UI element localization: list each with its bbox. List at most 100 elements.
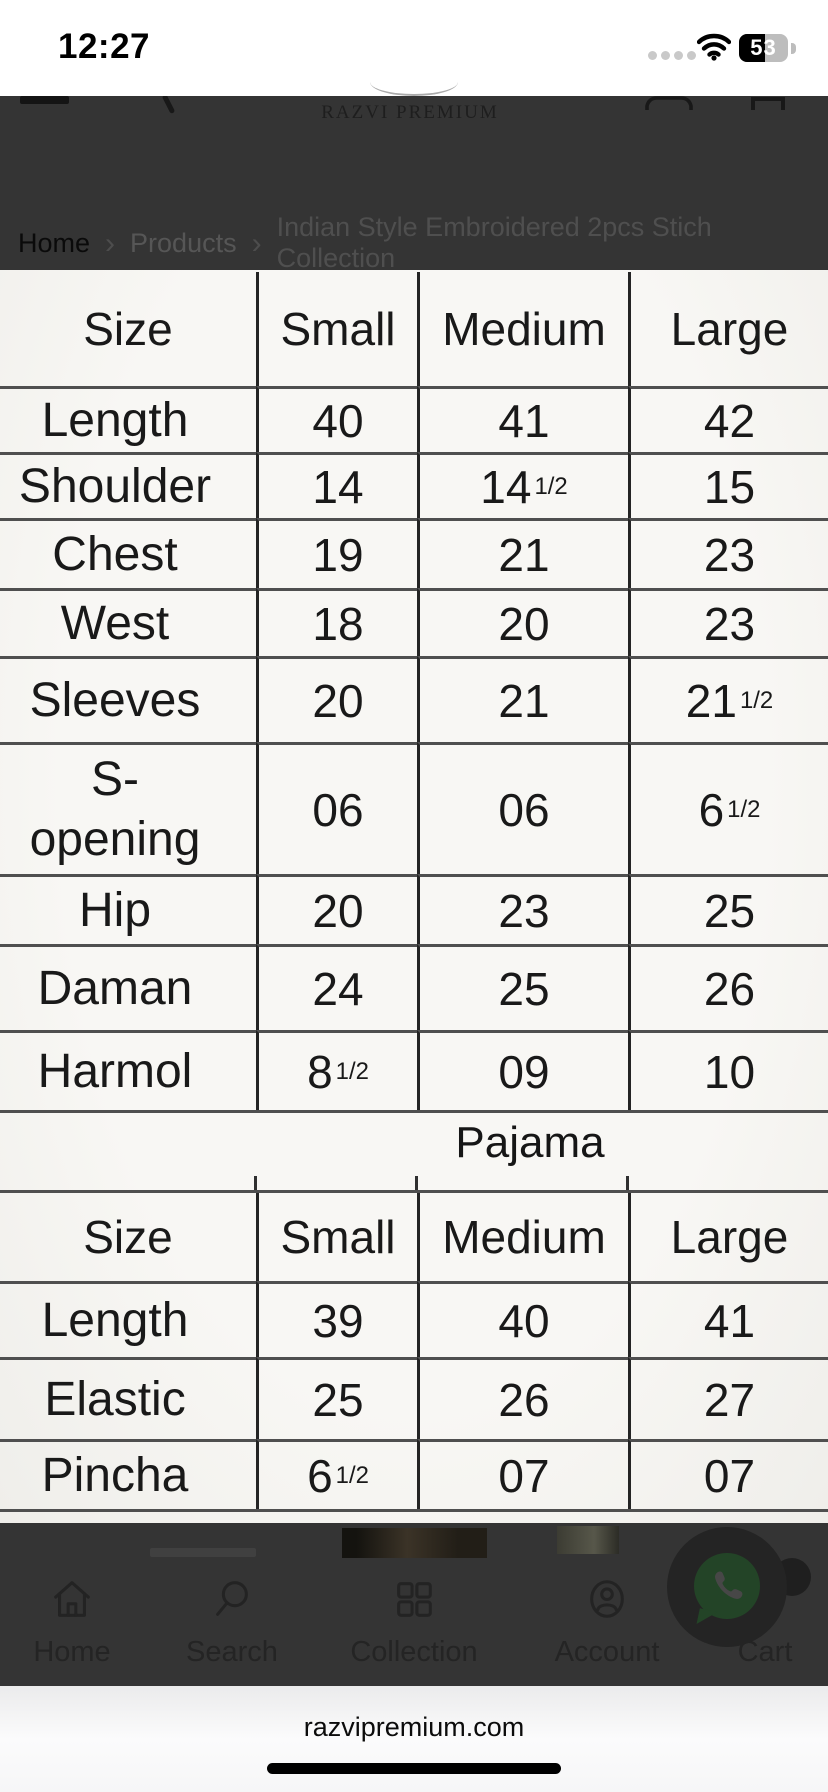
cell-value: 21 xyxy=(417,656,628,742)
phone-icon xyxy=(715,1571,743,1599)
cell-value: 6 1/2 xyxy=(256,1439,417,1509)
cell-value: 20 xyxy=(417,588,628,656)
account-icon xyxy=(590,1580,624,1618)
browser-bottom-bar xyxy=(0,1686,828,1792)
brand-logo-swoosh xyxy=(370,68,458,96)
wifi-icon xyxy=(697,33,731,61)
breadcrumb-products[interactable]: Products xyxy=(130,227,237,258)
nav-label: Search xyxy=(186,1636,278,1668)
whatsapp-icon[interactable] xyxy=(694,1553,760,1619)
battery-percent: 53 xyxy=(750,35,777,60)
cell-value: 40 xyxy=(417,1281,628,1357)
row-label: S- opening xyxy=(0,742,256,874)
shopping-bag-icon[interactable] xyxy=(645,96,693,110)
kurta-size-table: Size Small Medium Large Length 40 41 42 Shoulder… xyxy=(0,272,828,1113)
cellular-signal-icon xyxy=(661,51,670,60)
cell-value: 26 xyxy=(628,944,828,1030)
cell-value: 26 xyxy=(417,1357,628,1439)
cell-value: 09 xyxy=(417,1030,628,1110)
cell-value: 19 xyxy=(256,518,417,588)
home-icon xyxy=(54,1581,90,1617)
nav-item-account[interactable]: Account xyxy=(532,1576,682,1669)
cell-value: 41 xyxy=(628,1281,828,1357)
row-label: Harmol xyxy=(0,1030,256,1110)
row-label: Length xyxy=(0,1281,256,1357)
row-label: Pincha xyxy=(0,1439,256,1509)
pajama-heading: Pajama xyxy=(455,1118,605,1167)
row-label: Sleeves xyxy=(0,656,256,742)
cell-value: 10 xyxy=(628,1030,828,1110)
cell-value: 14 xyxy=(256,452,417,518)
cart-box-icon[interactable] xyxy=(750,96,786,110)
hamburger-menu-icon[interactable] xyxy=(20,96,69,104)
breadcrumb-current-page: Indian Style Embroidered 2pcs Stich Coll… xyxy=(276,212,712,273)
column-header: Medium xyxy=(417,1193,628,1281)
row-label: Shoulder xyxy=(0,452,256,518)
cellular-signal-icon xyxy=(674,51,683,60)
cellular-signal-icon xyxy=(687,51,696,60)
cell-value: 27 xyxy=(628,1357,828,1439)
cellular-signal-icon xyxy=(648,51,657,60)
table-border-stub xyxy=(254,1176,257,1190)
column-header: Large xyxy=(628,1193,828,1281)
search-icon xyxy=(216,1581,248,1616)
cell-value: 07 xyxy=(417,1439,628,1509)
battery-fill xyxy=(739,34,765,62)
nav-item-collection[interactable]: Collection xyxy=(339,1576,489,1669)
dimmed-variant-text xyxy=(150,1548,256,1557)
cell-value: 39 xyxy=(256,1281,417,1357)
breadcrumb: Home › Products › Indian Style Embroider… xyxy=(18,212,828,274)
chevron-right-icon: › xyxy=(105,226,116,260)
cell-value: 21 xyxy=(417,518,628,588)
cell-value: 25 xyxy=(417,944,628,1030)
row-label: Chest xyxy=(0,518,256,588)
nav-item-home[interactable]: Home xyxy=(0,1576,147,1669)
row-label: Daman xyxy=(0,944,256,1030)
cell-value: 14 1/2 xyxy=(417,452,628,518)
home-indicator[interactable] xyxy=(267,1763,561,1774)
cell-value: 42 xyxy=(628,386,828,452)
table-border-stub xyxy=(415,1176,418,1190)
cell-value: 23 xyxy=(628,518,828,588)
column-header: Size xyxy=(83,303,173,355)
column-header: Small xyxy=(256,1193,417,1281)
nav-item-search[interactable]: Search xyxy=(157,1576,307,1669)
dimmed-product-thumbnail xyxy=(342,1528,487,1558)
cell-value: 40 xyxy=(256,386,417,452)
cell-value: 20 xyxy=(256,656,417,742)
row-label: West xyxy=(0,588,256,656)
column-header: Medium xyxy=(417,272,628,386)
whatsapp-icon-tail xyxy=(696,1608,718,1628)
battery-icon: 53 xyxy=(739,34,788,62)
row-label: Elastic xyxy=(0,1357,256,1439)
cell-value: 41 xyxy=(417,386,628,452)
breadcrumb-home[interactable]: Home xyxy=(18,227,91,258)
column-header: Small xyxy=(256,272,417,386)
chevron-right-icon: › xyxy=(251,226,262,260)
cell-value: 21 1/2 xyxy=(628,656,828,742)
brand-logo[interactable]: RAZVI PREMIUM xyxy=(321,102,499,123)
size-chart-image: Size Small Medium Large Length 40 41 42 Shoulder… xyxy=(0,270,828,1523)
table-border-stub xyxy=(626,1176,629,1190)
nav-label: Collection xyxy=(350,1636,478,1668)
dimmed-product-thumbnail xyxy=(557,1526,619,1554)
cell-value: 18 xyxy=(256,588,417,656)
pajama-size-table: Size Small Medium Large Length 39 40 41 Elastic 2… xyxy=(0,1190,828,1512)
cell-value: 23 xyxy=(417,874,628,944)
cell-value: 6 1/2 xyxy=(628,742,828,874)
row-label: Hip xyxy=(0,874,256,944)
cell-value: 8 1/2 xyxy=(256,1030,417,1110)
column-header: Size xyxy=(83,1211,173,1263)
row-label: Length xyxy=(0,386,256,452)
cell-value: 25 xyxy=(628,874,828,944)
cell-value: 15 xyxy=(628,452,828,518)
nav-label: Account xyxy=(554,1636,660,1668)
cell-value: 25 xyxy=(256,1357,417,1439)
cell-value: 06 xyxy=(417,742,628,874)
battery-nub xyxy=(791,43,796,54)
collection-icon xyxy=(397,1582,432,1617)
cell-value: 24 xyxy=(256,944,417,1030)
cell-value: 20 xyxy=(256,874,417,944)
cell-value: 06 xyxy=(256,742,417,874)
